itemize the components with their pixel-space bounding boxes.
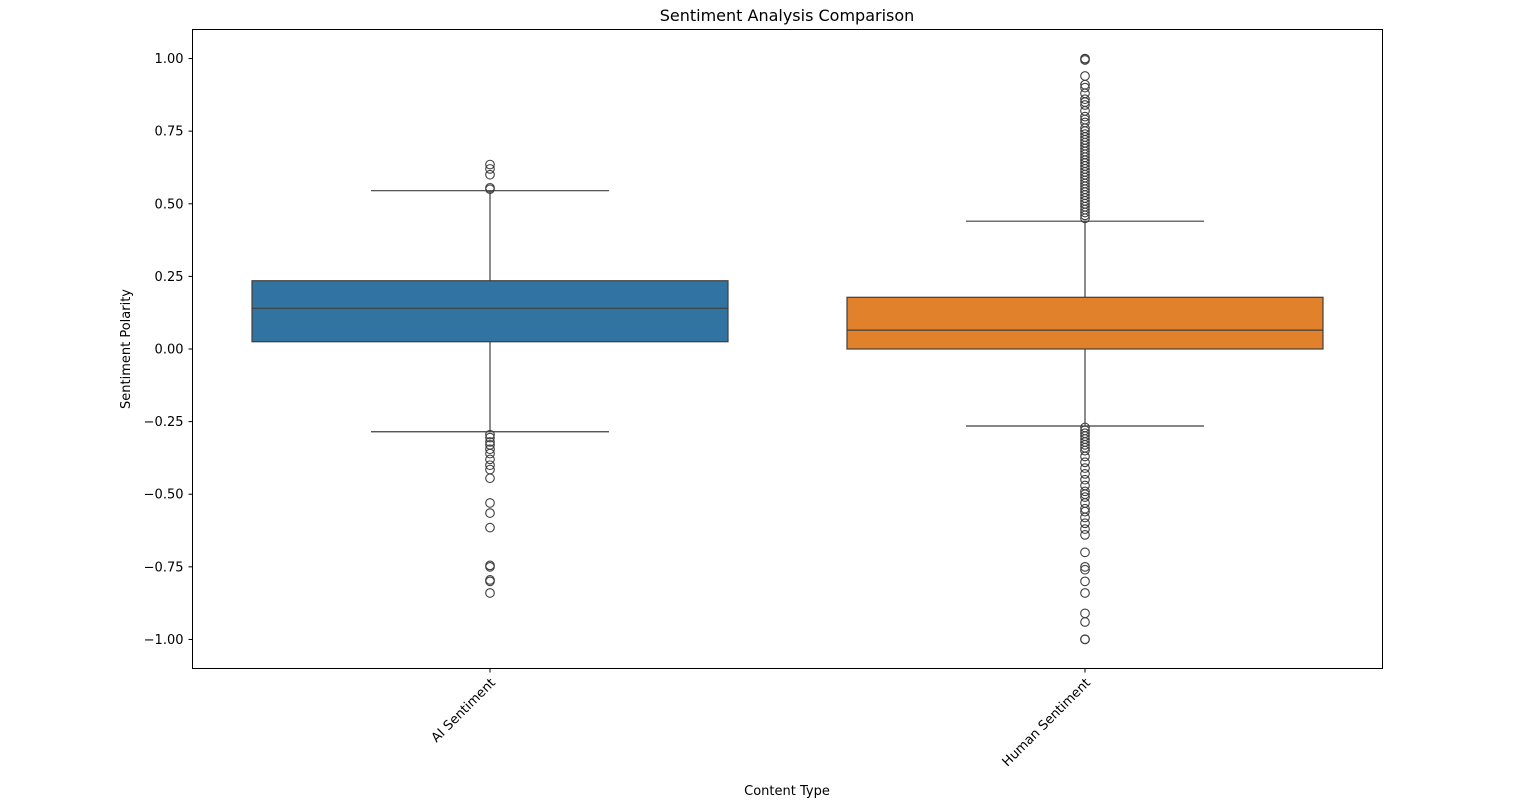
y-tick-label: 0.00 [155,343,184,358]
outlier-point [1080,617,1090,627]
y-tick-label: −0.50 [144,488,184,503]
outlier-point [1080,463,1090,473]
box-group-1 [251,159,729,598]
y-tick-label: 0.50 [155,197,184,212]
outlier-point [1080,634,1090,645]
outlier-point [1080,94,1090,105]
outlier-point [1080,111,1090,122]
outlier-point [485,588,495,598]
y-tick-label: 0.25 [155,270,184,285]
outlier-point [1080,506,1090,517]
outlier-point [485,508,495,518]
outlier-point [1080,524,1090,534]
outlier-point [1080,55,1090,65]
outlier-point [485,159,495,170]
outlier-point [1080,213,1090,224]
box-group-2 [846,53,1324,645]
outlier-point [485,432,495,443]
outlier-point [1080,518,1090,529]
outlier-point [485,561,495,572]
outlier-point [485,576,495,587]
box-iqr [846,296,1324,350]
outlier-point [1080,469,1090,479]
y-tick-label: −0.25 [144,415,184,430]
outlier-point [485,460,495,471]
outlier-point [1080,492,1090,502]
chart-title: Sentiment Analysis Comparison [660,6,915,25]
box-iqr [251,280,729,343]
outlier-point [485,448,495,459]
y-axis-label: Sentiment Polarity [119,289,134,409]
outlier-point [1080,564,1090,575]
outlier-point [1080,576,1090,587]
outlier-point [1080,547,1090,558]
outlier-point [485,444,495,455]
outlier-point [1080,207,1090,218]
y-tick-label: 0.75 [155,125,184,140]
y-axis: 1.00 0.75 0.50 0.25 0.00 −0.25 −0.50 −0.75 −1.00 [144,52,193,648]
outlier-point [485,522,495,533]
outlier-point [1080,561,1090,572]
x-axis-label: Content Type [744,784,830,799]
outlier-point [1080,451,1090,462]
outlier-point [1080,588,1090,598]
outlier-point [1080,82,1090,93]
outlier-point [485,437,495,447]
outlier-point [485,429,495,440]
x-tick-label: Human Sentiment [1000,676,1094,770]
outlier-point [1080,210,1090,221]
outlier-point [1080,71,1090,81]
outlier-point [1080,100,1090,110]
outlier-point [485,184,495,195]
outlier-point [1080,474,1090,485]
outlier-point [1080,512,1090,523]
outlier-point [1080,445,1090,456]
outlier-point [485,454,495,465]
y-tick-label: −0.75 [144,560,184,575]
x-axis: AI Sentiment Human Sentiment [429,668,1094,770]
outlier-point [1080,440,1090,450]
x-tick-label: AI Sentiment [429,676,499,746]
outlier-point [485,498,495,508]
outlier-point [1080,530,1090,540]
y-tick-label: −1.00 [144,633,184,648]
y-tick-label: 1.00 [155,52,184,67]
outlier-point [485,164,495,174]
plot-area [251,53,1324,645]
outlier-point [485,473,495,484]
outlier-point [485,169,495,180]
outlier-point [1080,608,1090,619]
outlier-point [1080,486,1090,497]
outlier-point [1080,457,1090,468]
